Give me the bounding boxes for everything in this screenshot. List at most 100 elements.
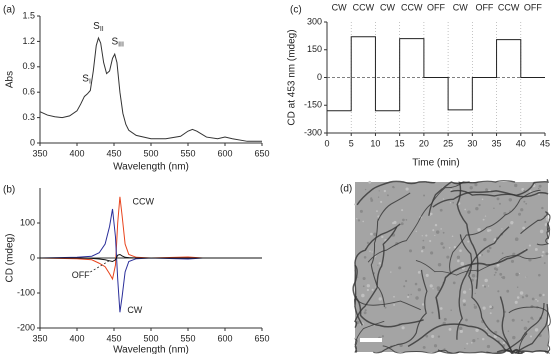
grain <box>539 229 544 234</box>
y-tick-label: 0.3 <box>22 112 35 122</box>
grain <box>462 299 466 303</box>
grain <box>473 305 478 309</box>
fiber <box>499 296 549 354</box>
grain <box>451 235 454 237</box>
fiber <box>382 345 460 354</box>
grain <box>432 288 434 290</box>
y-axis-title: Abs <box>5 71 16 88</box>
grain <box>464 208 467 211</box>
x-tick-label: 350 <box>32 333 47 343</box>
fiber <box>437 302 545 354</box>
y-tick-label: 0 <box>317 72 322 82</box>
x-axis-title: Time (min) <box>412 158 459 169</box>
grain <box>417 271 421 274</box>
grain <box>362 285 365 288</box>
grain <box>514 237 519 241</box>
grain <box>514 183 518 188</box>
grain <box>484 278 488 283</box>
data-line <box>39 196 262 281</box>
grain <box>529 190 532 193</box>
grain <box>534 247 538 251</box>
grain <box>363 311 367 315</box>
x-tick-label: 650 <box>254 148 269 158</box>
grain <box>516 286 519 289</box>
grain <box>494 271 497 274</box>
grain <box>459 329 463 334</box>
peak-label-sub: III <box>118 41 124 48</box>
fiber <box>354 226 398 329</box>
grain <box>362 276 366 281</box>
peak-label: SI <box>82 73 91 85</box>
grain <box>493 334 497 338</box>
grain <box>482 306 486 310</box>
panel-label: (b) <box>3 185 15 196</box>
grain <box>478 254 482 257</box>
grain <box>357 276 359 278</box>
grain <box>501 276 503 278</box>
segment-label: CCW <box>498 2 520 12</box>
x-tick-label: 400 <box>69 333 84 343</box>
grain <box>371 251 373 253</box>
grain <box>364 188 367 191</box>
y-tick-label: 0.9 <box>22 61 35 71</box>
x-tick-label: 45 <box>540 138 550 148</box>
grain <box>473 303 476 306</box>
grain <box>448 247 451 249</box>
y-tick-label: 1.5 <box>22 10 35 20</box>
fiber <box>456 181 479 289</box>
grain <box>477 227 481 232</box>
x-tick-label: 550 <box>180 333 195 343</box>
segment-label: OFF <box>427 2 445 12</box>
x-tick-label: 500 <box>143 148 158 158</box>
fiber <box>356 180 436 206</box>
y-tick-label: 100 <box>20 217 35 227</box>
series-label: OFF <box>72 270 90 280</box>
segment-label: OFF <box>524 2 542 12</box>
x-tick-label: 350 <box>32 148 47 158</box>
grain <box>393 303 396 306</box>
grain <box>423 194 426 197</box>
grain <box>362 220 365 223</box>
grain <box>541 254 544 257</box>
x-tick-label: 35 <box>492 138 502 148</box>
grain <box>467 210 471 214</box>
fiber <box>370 192 411 307</box>
x-tick-label: 550 <box>180 148 195 158</box>
x-tick-label: 40 <box>516 138 526 148</box>
grain <box>376 210 378 213</box>
grain <box>522 226 526 230</box>
grain <box>483 285 487 288</box>
grain <box>482 337 485 341</box>
grain <box>442 198 445 200</box>
grain <box>537 300 539 302</box>
grain <box>470 341 473 344</box>
grain <box>398 266 402 270</box>
grain <box>521 296 525 299</box>
y-tick-label: 0.6 <box>22 87 35 97</box>
grain <box>502 341 506 344</box>
grain <box>510 221 514 225</box>
grain <box>440 228 442 230</box>
grain <box>437 263 442 267</box>
data-line <box>327 36 545 112</box>
grain <box>523 189 526 192</box>
grain <box>493 207 495 210</box>
grain <box>408 249 413 253</box>
peak-label-sub: II <box>100 26 104 33</box>
grain <box>401 326 405 330</box>
grain <box>527 320 530 323</box>
grain <box>489 229 492 232</box>
grain <box>378 262 382 265</box>
grain <box>430 251 434 255</box>
grain <box>390 271 392 273</box>
y-tick-label: 1.2 <box>22 36 35 46</box>
grain <box>421 245 426 250</box>
grain <box>357 219 361 222</box>
grain <box>486 249 490 253</box>
fiber <box>354 320 385 353</box>
grain <box>475 328 479 332</box>
grain <box>363 256 367 259</box>
grain <box>383 189 387 193</box>
grain <box>475 206 479 211</box>
